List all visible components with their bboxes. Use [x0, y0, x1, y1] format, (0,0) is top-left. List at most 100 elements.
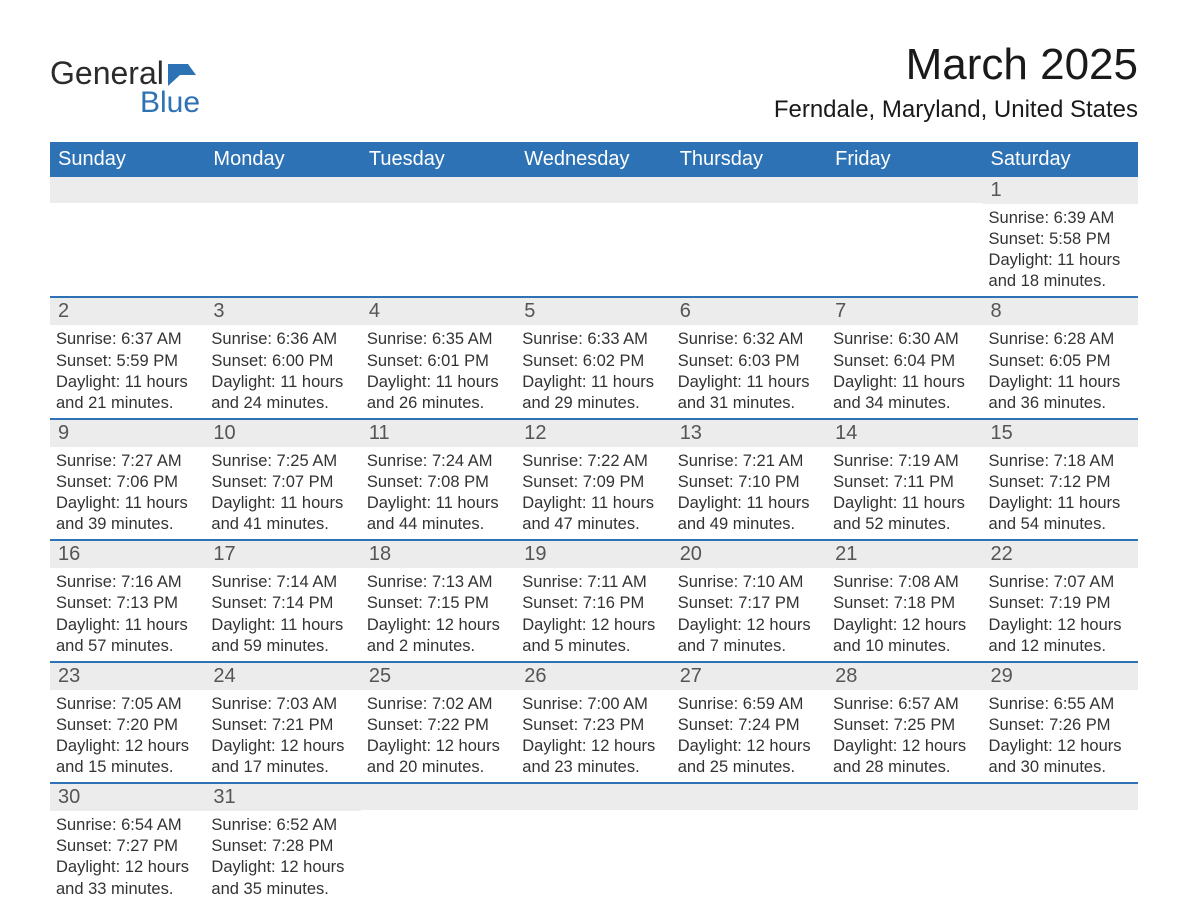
- day-sunrise: Sunrise: 7:18 AM: [989, 451, 1132, 472]
- day-dl1: Daylight: 11 hours: [211, 493, 354, 514]
- day-dl1: Daylight: 12 hours: [989, 615, 1132, 636]
- day-dl1: Daylight: 11 hours: [367, 372, 510, 393]
- day-body: [205, 203, 360, 207]
- day-number: 25: [361, 663, 516, 690]
- day-cell: [672, 784, 827, 903]
- day-cell: 4Sunrise: 6:35 AMSunset: 6:01 PMDaylight…: [361, 298, 516, 417]
- day-body: Sunrise: 7:10 AMSunset: 7:17 PMDaylight:…: [672, 568, 827, 656]
- dow-cell: Friday: [827, 142, 982, 177]
- day-sunset: Sunset: 7:15 PM: [367, 593, 510, 614]
- day-dl2: and 10 minutes.: [833, 636, 976, 657]
- week-row: 16 Sunrise: 7:16 AMSunset: 7:13 PM Dayligh…: [50, 541, 1138, 662]
- day-sunset: Sunset: 7:13 PM: [56, 593, 199, 614]
- week-row: 9Sunrise: 7:27 AMSunset: 7:06 PMDaylight…: [50, 420, 1138, 541]
- day-body: Sunrise: 6:35 AMSunset: 6:01 PMDaylight:…: [361, 325, 516, 413]
- day-cell: 16Sunrise: 7:16 AMSunset: 7:13 PMDayligh…: [50, 541, 205, 660]
- day-dl2: and 34 minutes.: [833, 393, 976, 414]
- day-body: [983, 810, 1138, 814]
- day-body: Sunrise: 7:27 AMSunset: 7:06 PMDaylight:…: [50, 447, 205, 535]
- day-body: Sunrise: 7:24 AMSunset: 7:08 PMDaylight:…: [361, 447, 516, 535]
- day-cell: [827, 784, 982, 903]
- day-body: Sunrise: 6:30 AMSunset: 6:04 PMDaylight:…: [827, 325, 982, 413]
- day-number: [361, 784, 516, 810]
- day-dl1: Daylight: 12 hours: [678, 615, 821, 636]
- day-dl1: Daylight: 12 hours: [367, 615, 510, 636]
- day-sunrise: Sunrise: 7:00 AM: [522, 694, 665, 715]
- day-dl2: and 12 minutes.: [989, 636, 1132, 657]
- day-dl1: Daylight: 11 hours: [367, 493, 510, 514]
- day-cell: 11Sunrise: 7:24 AMSunset: 7:08 PMDayligh…: [361, 420, 516, 539]
- day-body: Sunrise: 7:07 AMSunset: 7:19 PMDaylight:…: [983, 568, 1138, 656]
- day-body: [516, 810, 671, 814]
- day-dl2: and 17 minutes.: [211, 757, 354, 778]
- day-number: 18: [361, 541, 516, 568]
- day-dl2: and 57 minutes.: [56, 636, 199, 657]
- day-sunset: Sunset: 7:19 PM: [989, 593, 1132, 614]
- day-dl1: Daylight: 11 hours: [678, 493, 821, 514]
- day-body: Sunrise: 6:55 AMSunset: 7:26 PMDaylight:…: [983, 690, 1138, 778]
- day-body: Sunrise: 7:00 AMSunset: 7:23 PMDaylight:…: [516, 690, 671, 778]
- day-cell: 27Sunrise: 6:59 AMSunset: 7:24 PMDayligh…: [672, 663, 827, 782]
- day-dl1: Daylight: 12 hours: [522, 736, 665, 757]
- day-body: Sunrise: 6:39 AMSunset: 5:58 PMDaylight:…: [983, 204, 1138, 292]
- day-dl1: Daylight: 12 hours: [522, 615, 665, 636]
- day-sunrise: Sunrise: 7:27 AM: [56, 451, 199, 472]
- day-cell: 22Sunrise: 7:07 AMSunset: 7:19 PMDayligh…: [983, 541, 1138, 660]
- day-sunset: Sunset: 7:27 PM: [56, 836, 199, 857]
- day-cell: 2Sunrise: 6:37 AMSunset: 5:59 PMDaylight…: [50, 298, 205, 417]
- day-sunrise: Sunrise: 7:22 AM: [522, 451, 665, 472]
- day-sunset: Sunset: 7:28 PM: [211, 836, 354, 857]
- day-dl2: and 25 minutes.: [678, 757, 821, 778]
- day-cell: 24Sunrise: 7:03 AMSunset: 7:21 PMDayligh…: [205, 663, 360, 782]
- day-body: [672, 810, 827, 814]
- day-body: Sunrise: 6:37 AMSunset: 5:59 PMDaylight:…: [50, 325, 205, 413]
- day-cell: 8Sunrise: 6:28 AMSunset: 6:05 PMDaylight…: [983, 298, 1138, 417]
- day-body: Sunrise: 6:52 AMSunset: 7:28 PMDaylight:…: [205, 811, 360, 899]
- day-number: 26: [516, 663, 671, 690]
- day-body: Sunrise: 6:54 AMSunset: 7:27 PMDaylight:…: [50, 811, 205, 899]
- location-subtitle: Ferndale, Maryland, United States: [774, 96, 1138, 124]
- day-cell: 9Sunrise: 7:27 AMSunset: 7:06 PMDaylight…: [50, 420, 205, 539]
- day-sunrise: Sunrise: 7:16 AM: [56, 572, 199, 593]
- day-cell: 12Sunrise: 7:22 AMSunset: 7:09 PMDayligh…: [516, 420, 671, 539]
- day-sunset: Sunset: 6:05 PM: [989, 351, 1132, 372]
- day-number: 28: [827, 663, 982, 690]
- day-dl1: Daylight: 12 hours: [56, 857, 199, 878]
- day-number: [361, 177, 516, 203]
- day-cell: 17Sunrise: 7:14 AMSunset: 7:14 PMDayligh…: [205, 541, 360, 660]
- day-sunrise: Sunrise: 6:52 AM: [211, 815, 354, 836]
- day-number: 29: [983, 663, 1138, 690]
- day-sunset: Sunset: 7:08 PM: [367, 472, 510, 493]
- day-dl2: and 2 minutes.: [367, 636, 510, 657]
- day-cell: 31Sunrise: 6:52 AMSunset: 7:28 PMDayligh…: [205, 784, 360, 903]
- day-cell: 26Sunrise: 7:00 AMSunset: 7:23 PMDayligh…: [516, 663, 671, 782]
- day-dl1: Daylight: 12 hours: [833, 615, 976, 636]
- day-dl1: Daylight: 12 hours: [56, 736, 199, 757]
- calendar-table: SundayMondayTuesdayWednesdayThursdayFrid…: [50, 142, 1138, 904]
- day-number: 20: [672, 541, 827, 568]
- day-number: [672, 177, 827, 203]
- dow-cell: Wednesday: [516, 142, 671, 177]
- day-number: 14: [827, 420, 982, 447]
- day-body: Sunrise: 6:59 AMSunset: 7:24 PMDaylight:…: [672, 690, 827, 778]
- day-number: 4: [361, 298, 516, 325]
- day-number: 6: [672, 298, 827, 325]
- day-sunrise: Sunrise: 6:33 AM: [522, 329, 665, 350]
- day-dl2: and 28 minutes.: [833, 757, 976, 778]
- day-dl2: and 15 minutes.: [56, 757, 199, 778]
- day-sunrise: Sunrise: 6:57 AM: [833, 694, 976, 715]
- day-sunrise: Sunrise: 7:10 AM: [678, 572, 821, 593]
- day-body: Sunrise: 6:36 AMSunset: 6:00 PMDaylight:…: [205, 325, 360, 413]
- day-number: 11: [361, 420, 516, 447]
- day-sunset: Sunset: 7:26 PM: [989, 715, 1132, 736]
- dow-cell: Monday: [205, 142, 360, 177]
- day-cell: 19Sunrise: 7:11 AMSunset: 7:16 PMDayligh…: [516, 541, 671, 660]
- header: General Blue March 2025 Ferndale, Maryla…: [50, 40, 1138, 124]
- day-number: 13: [672, 420, 827, 447]
- day-number: 16: [50, 541, 205, 568]
- day-dl1: Daylight: 11 hours: [833, 493, 976, 514]
- day-body: [361, 203, 516, 207]
- day-sunset: Sunset: 5:59 PM: [56, 351, 199, 372]
- dow-cell: Sunday: [50, 142, 205, 177]
- day-sunset: Sunset: 7:11 PM: [833, 472, 976, 493]
